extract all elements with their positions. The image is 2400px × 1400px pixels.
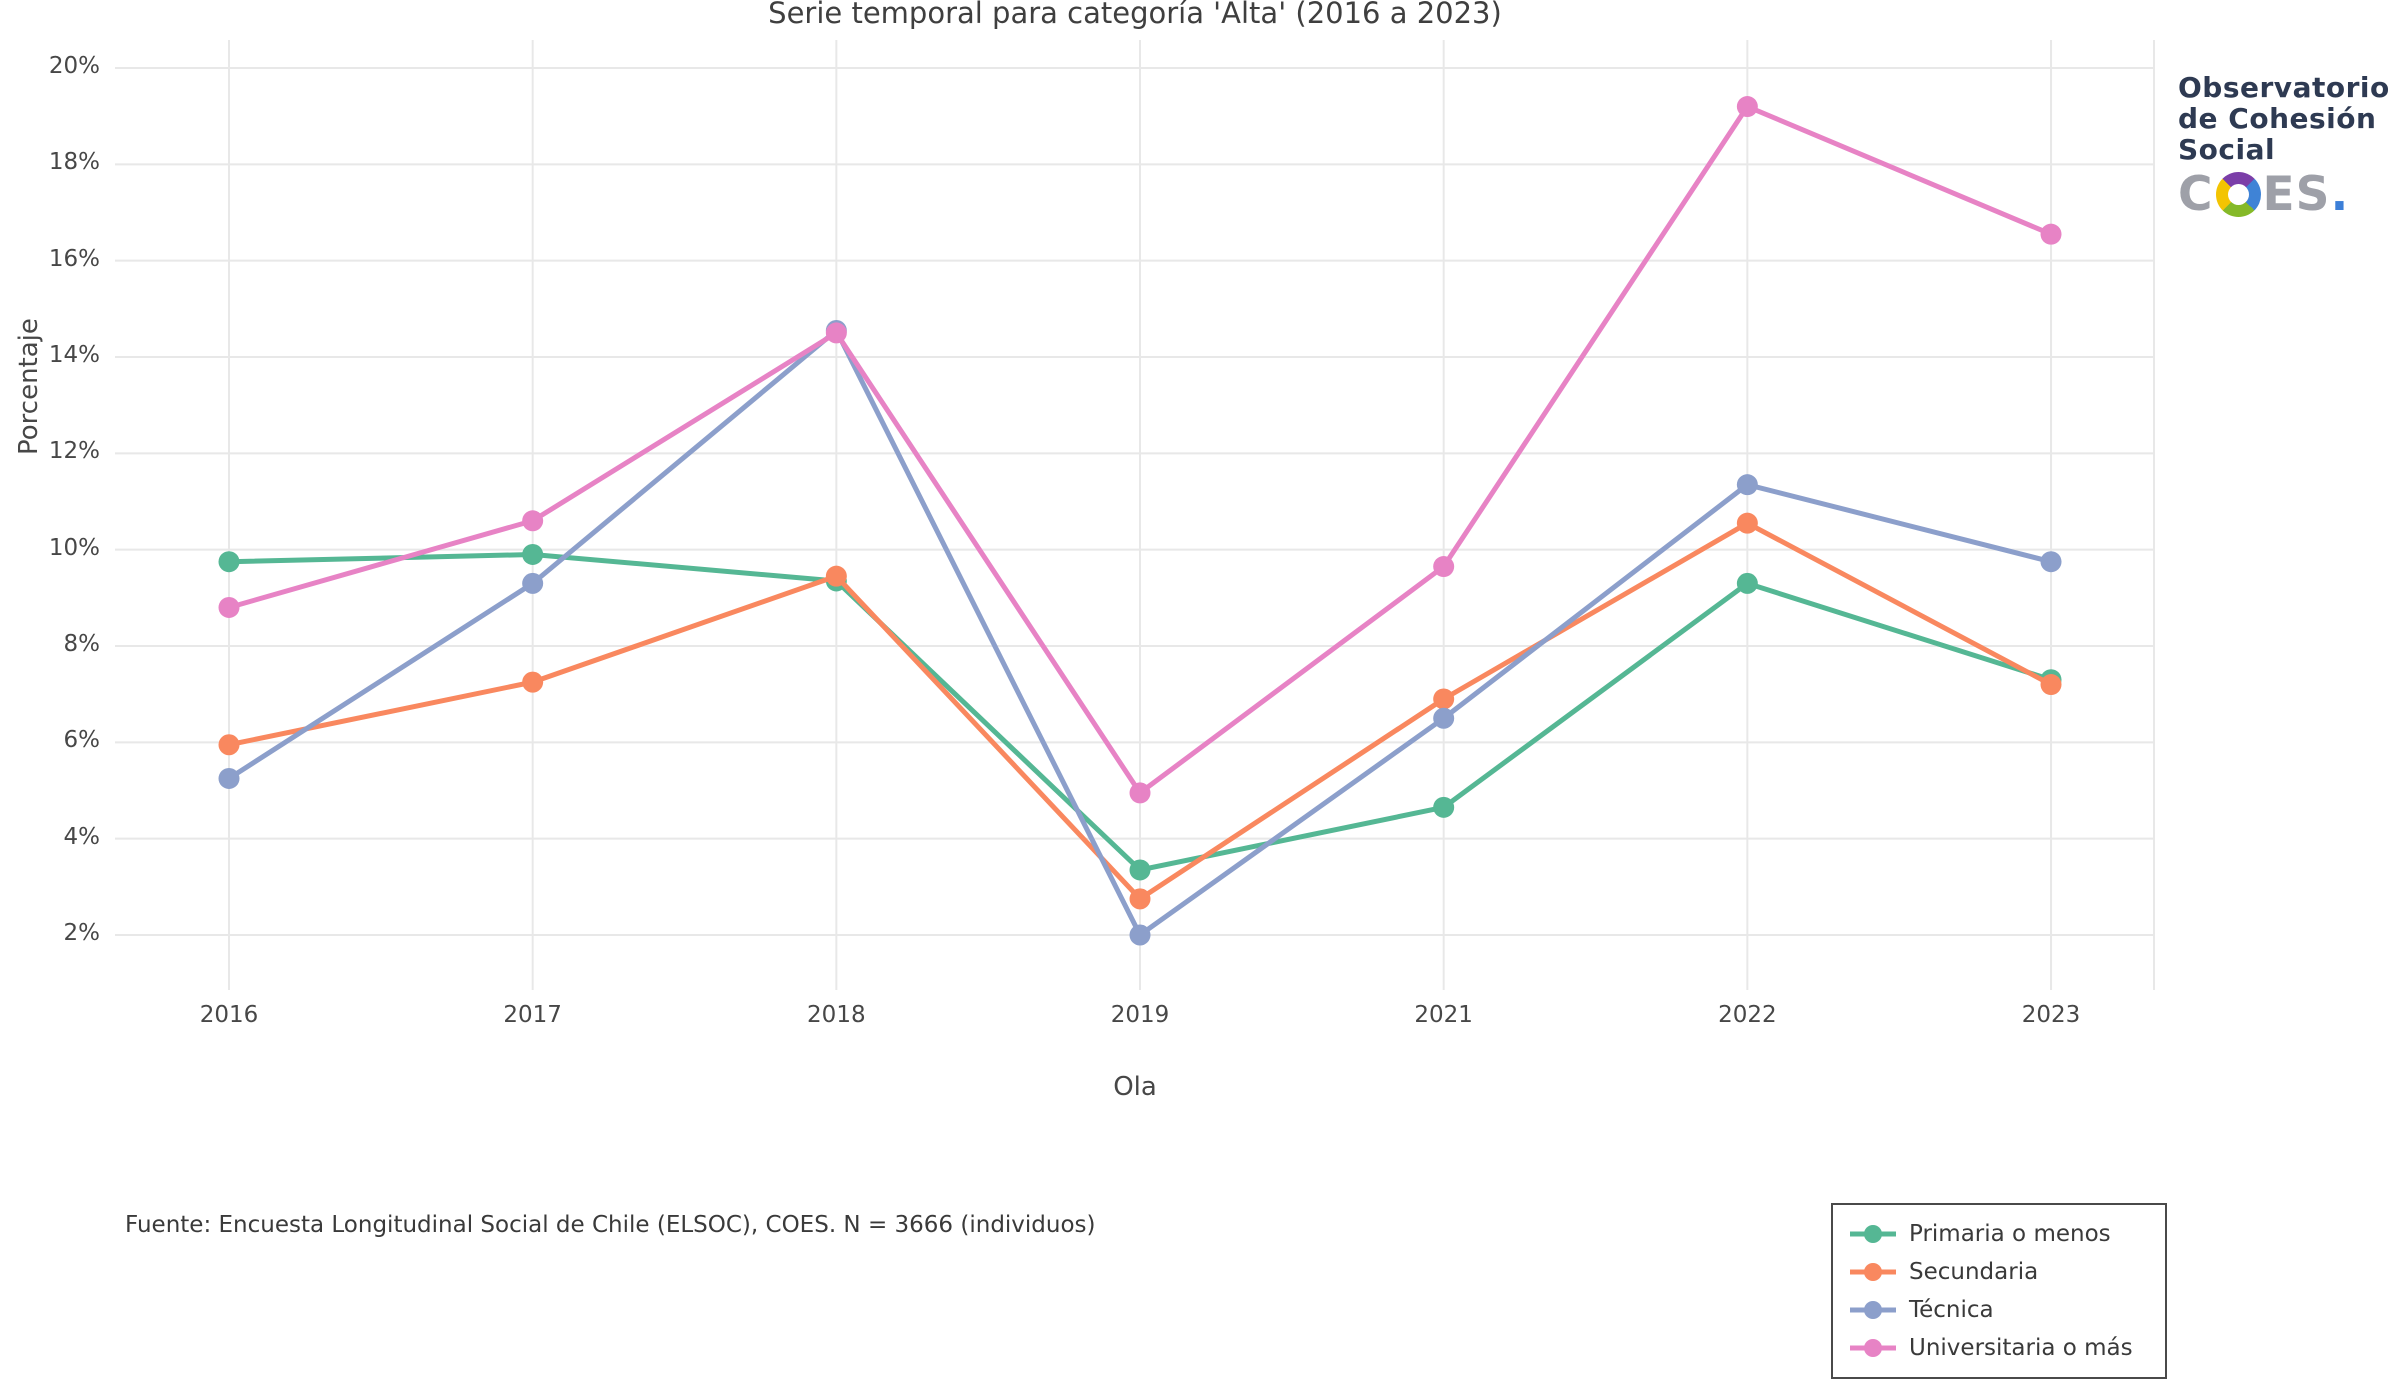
logo-org-line1: Observatorio [2178,71,2390,104]
logo-brand: C ES. [2178,171,2390,218]
legend: Primaria o menos Secundaria Técnica Univers… [1831,1203,2167,1379]
y-tick-label: 4% [63,823,101,850]
plot-area[interactable] [115,40,2155,990]
y-tick-label: 14% [48,342,100,368]
x-tick-label: 2022 [1718,1002,1777,1028]
legend-label: Secundaria [1909,1259,2039,1285]
y-tick-label: 8% [63,631,101,657]
y-tick-label: 2% [63,920,101,946]
data-point[interactable] [825,565,847,587]
data-point[interactable] [218,551,240,573]
data-point[interactable] [1129,888,1151,910]
data-point[interactable] [825,322,847,344]
source-note: Fuente: Encuesta Longitudinal Social de … [125,1212,1096,1238]
x-tick-label: 2018 [807,1002,866,1028]
data-point[interactable] [218,734,240,756]
data-point[interactable] [1736,474,1758,496]
legend-item[interactable]: Técnica [1849,1291,2151,1329]
logo-ring-o-icon [2215,172,2261,217]
data-point[interactable] [1433,796,1455,818]
legend-marker-icon [1850,1263,1896,1281]
data-point[interactable] [1736,572,1758,594]
legend-marker-icon [1850,1301,1896,1319]
data-point[interactable] [2040,674,2062,696]
y-tick-label: 18% [48,149,100,176]
y-axis-title: Porcentaje [14,318,44,455]
data-point[interactable] [1736,512,1758,534]
data-point[interactable] [522,510,544,532]
legend-label: Técnica [1909,1297,1994,1323]
legend-marker-icon [1850,1225,1896,1243]
logo-brand-c: C [2178,167,2214,222]
legend-item[interactable]: Secundaria [1849,1253,2151,1291]
y-tick-label: 16% [48,245,100,272]
legend-item[interactable]: Universitaria o más [1849,1329,2151,1367]
x-axis-title: Ola [1113,1072,1157,1102]
data-point[interactable] [1129,924,1151,946]
data-point[interactable] [218,767,240,789]
y-tick-label: 20% [48,53,100,79]
data-point[interactable] [1433,688,1455,710]
x-tick-label: 2016 [199,1002,259,1028]
chart-title: Serie temporal para categoría 'Alta' (20… [768,0,1502,30]
logo-brand-dot: . [2330,167,2350,222]
data-point[interactable] [522,572,544,594]
data-point[interactable] [1129,859,1151,881]
data-point[interactable] [2040,223,2062,245]
data-point[interactable] [1129,782,1151,804]
x-tick-label: 2023 [2021,1002,2081,1028]
y-tick-label: 12% [48,438,100,465]
data-point[interactable] [218,596,240,618]
data-point[interactable] [522,543,544,565]
coes-logo: Observatorio de Cohesión Social C ES. [2178,72,2390,218]
data-point[interactable] [1433,556,1455,578]
data-point[interactable] [1736,96,1758,118]
data-point[interactable] [2040,551,2062,573]
data-point[interactable] [522,671,544,693]
legend-item[interactable]: Primaria o menos [1849,1215,2151,1253]
x-tick-label: 2017 [503,1002,562,1028]
legend-marker-icon [1850,1339,1896,1357]
x-tick-label: 2019 [1110,1002,1170,1028]
line-chart-canvas[interactable] [115,40,2155,990]
legend-label: Primaria o menos [1909,1221,2111,1247]
y-tick-label: 6% [63,727,101,754]
logo-org-line2: de Cohesión [2178,102,2377,135]
logo-org-name: Observatorio de Cohesión Social [2178,72,2390,165]
data-point[interactable] [1433,707,1455,729]
logo-org-line3: Social [2178,133,2276,166]
y-tick-label: 10% [48,534,100,561]
logo-brand-es: ES [2262,167,2331,222]
x-tick-label: 2021 [1414,1002,1473,1028]
legend-label: Universitaria o más [1909,1335,2133,1361]
